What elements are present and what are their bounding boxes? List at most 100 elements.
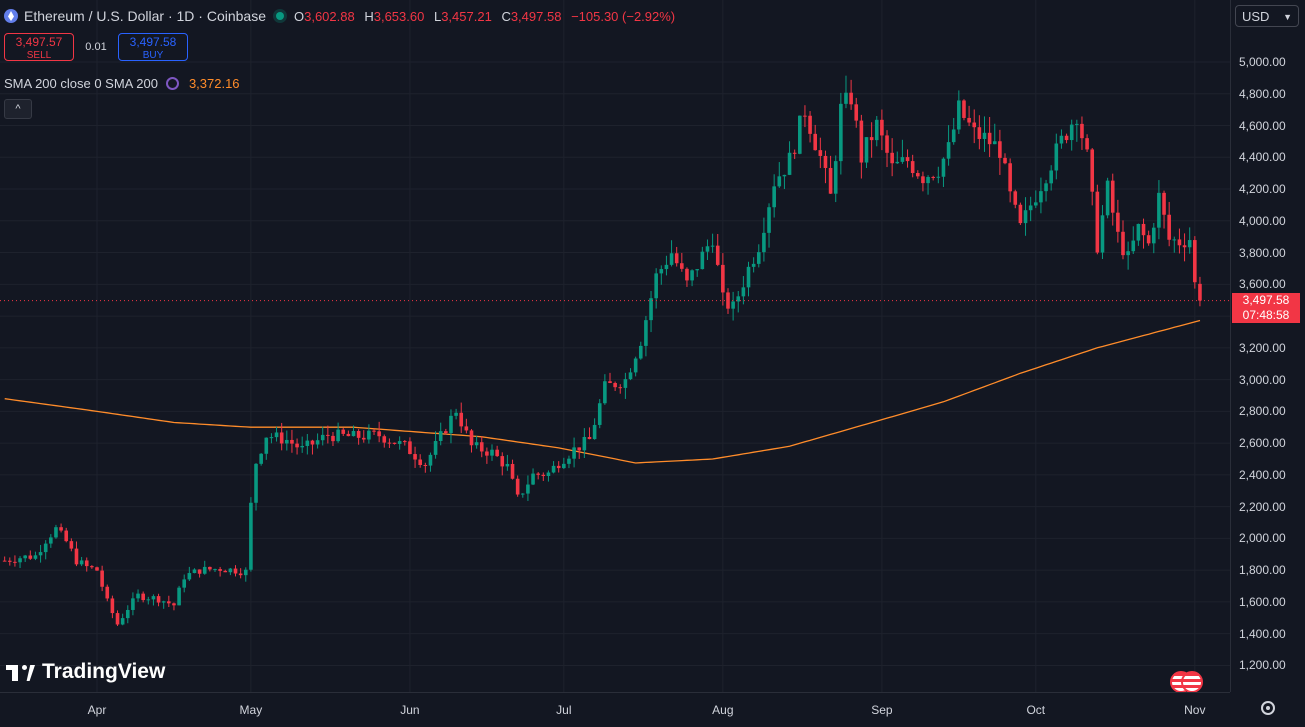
candle-body	[623, 379, 628, 388]
candle-body	[105, 586, 110, 599]
candle-body	[351, 430, 356, 437]
candle-body	[305, 440, 310, 446]
price-tick-label: 2,800.00	[1239, 404, 1286, 419]
candle-body	[259, 453, 263, 464]
close-key: C	[501, 8, 511, 24]
candle-body	[741, 287, 746, 297]
candle-body	[336, 429, 340, 442]
candle-body	[844, 92, 848, 104]
candle-body	[685, 268, 689, 281]
candle-body	[2, 560, 7, 562]
candle-body	[172, 603, 176, 606]
candle-body	[1110, 180, 1115, 213]
price-axis[interactable]: USD ▼ 1,200.00 1,400.00 1,600.00 1,800.00 2,…	[1230, 0, 1305, 692]
candle-body	[900, 157, 905, 162]
candle-body	[721, 264, 725, 293]
candle-body	[972, 122, 977, 128]
candle-body	[43, 543, 48, 553]
candle-body	[587, 436, 592, 440]
tradingview-logo[interactable]: TradingView	[6, 660, 165, 684]
time-axis[interactable]: Apr May Jun Jul Aug Sep Oct Nov	[0, 692, 1275, 727]
candle-body	[767, 207, 771, 233]
candle-body	[823, 155, 828, 168]
candle-body	[556, 465, 561, 469]
candle-body	[320, 434, 325, 441]
candle-body	[772, 186, 776, 208]
ethereum-icon	[4, 9, 18, 23]
candle-body	[695, 269, 700, 271]
candle-body	[1182, 245, 1187, 248]
candle-body	[644, 320, 648, 346]
candle-body	[382, 436, 387, 443]
sma-layer	[4, 319, 1201, 464]
candle-body	[813, 133, 817, 151]
candle-body	[1121, 231, 1125, 256]
candle-body	[331, 435, 335, 442]
candle-body	[885, 135, 889, 153]
symbol-title[interactable]: Ethereum / U.S. Dollar · 1D · Coinbase	[24, 8, 266, 24]
candle-body	[777, 176, 782, 187]
trade-panel: 3,497.57 SELL 0.01 3,497.58 BUY	[4, 33, 188, 61]
candlestick-chart[interactable]	[0, 0, 1230, 692]
candle-body	[510, 463, 515, 479]
settings-gear-icon[interactable]	[1261, 701, 1275, 715]
candle-body	[454, 412, 458, 416]
currency-select[interactable]: USD ▼	[1235, 5, 1299, 27]
candle-body	[13, 561, 17, 563]
candle-body	[1028, 205, 1033, 211]
low-key: L	[433, 8, 442, 24]
candle-body	[346, 433, 351, 437]
candle-body	[90, 566, 94, 568]
currency-label: USD	[1242, 9, 1270, 24]
price-tick-label: 4,200.00	[1239, 182, 1286, 197]
candle-body	[541, 474, 546, 477]
candle-body	[208, 566, 212, 570]
candle-body	[731, 301, 735, 309]
candle-body	[33, 555, 38, 559]
candle-body	[628, 372, 633, 380]
price-tick-label: 3,800.00	[1239, 245, 1286, 260]
candle-body	[880, 119, 884, 136]
candle-body	[233, 568, 238, 574]
sell-button[interactable]: 3,497.57 SELL	[4, 33, 74, 61]
candle-body	[110, 598, 115, 614]
time-tick-label: May	[239, 703, 263, 717]
candle-body	[377, 431, 381, 437]
candle-body	[161, 601, 166, 603]
candle-body	[28, 555, 33, 559]
candle-body	[474, 442, 479, 446]
candle-body	[531, 473, 535, 485]
candle-body	[444, 431, 448, 434]
candle-body	[951, 129, 956, 143]
candle-body	[464, 426, 469, 431]
indicator-legend[interactable]: SMA 200 close 0 SMA 200 3,372.16	[4, 76, 240, 91]
sell-label: SELL	[26, 50, 52, 61]
candle-body	[1193, 240, 1197, 283]
us-flag-icon[interactable]	[1170, 671, 1204, 693]
candle-body	[372, 430, 376, 432]
candle-body	[285, 439, 289, 444]
candle-body	[367, 430, 371, 440]
candle-body	[1023, 210, 1028, 224]
candle-body	[392, 442, 397, 444]
buy-button[interactable]: 3,497.58 BUY	[118, 33, 188, 61]
candle-body	[182, 579, 187, 588]
candle-body	[300, 445, 304, 448]
time-tick-label: Aug	[712, 703, 734, 717]
candle-body	[69, 541, 74, 549]
candle-body	[223, 570, 228, 573]
candle-body	[131, 598, 135, 610]
candle-body	[1187, 240, 1192, 248]
candle-body	[869, 137, 874, 141]
candle-body	[582, 436, 587, 451]
candle-body	[659, 269, 664, 274]
candle-body	[787, 152, 792, 175]
candle-body	[310, 440, 315, 445]
candle-body	[700, 251, 705, 270]
time-tick-label: Oct	[1026, 703, 1046, 717]
candle-body	[520, 493, 525, 495]
candle-body	[295, 443, 299, 448]
candle-body	[146, 599, 151, 601]
candle-body	[18, 558, 22, 563]
collapse-legend-button[interactable]: ^	[4, 99, 32, 119]
